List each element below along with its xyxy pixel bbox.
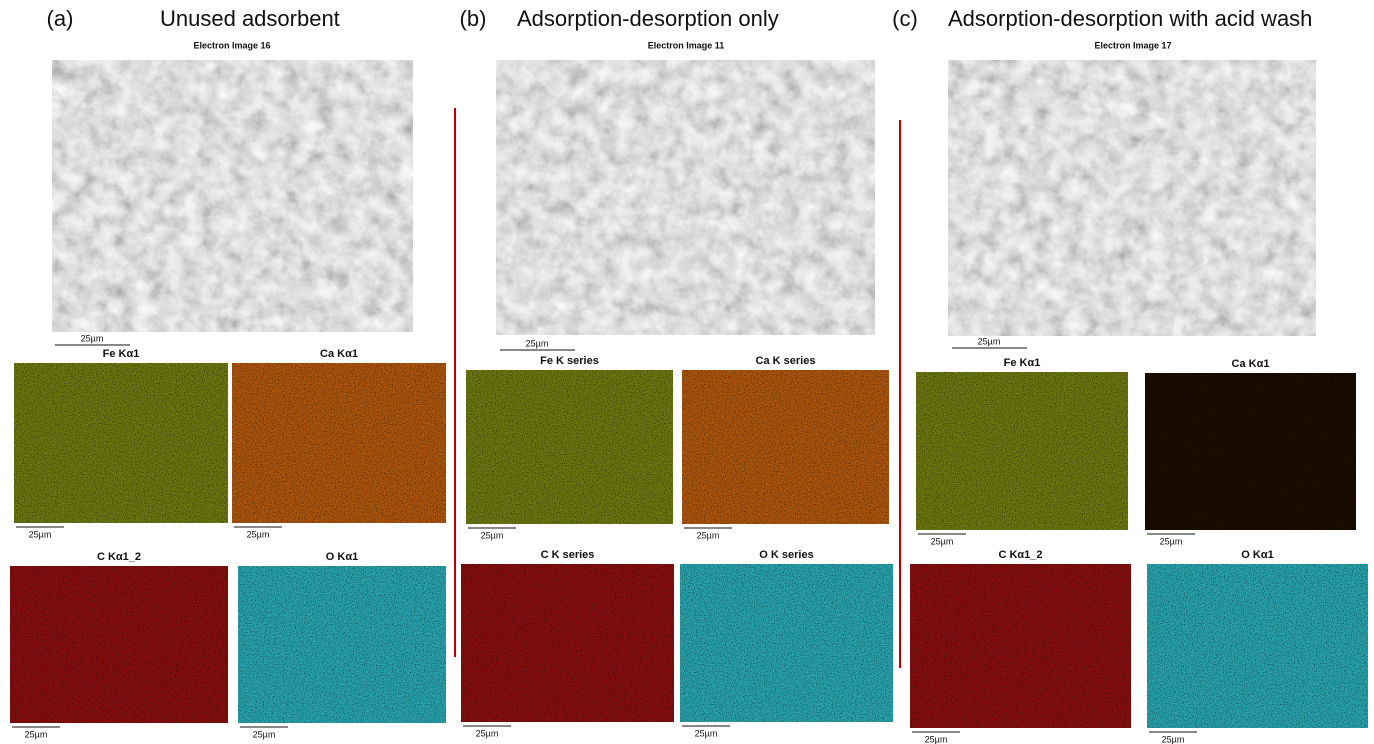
scale-label: 25µm	[481, 530, 504, 540]
eds-map	[682, 370, 889, 524]
map-label: Fe Kα1	[1004, 357, 1041, 369]
scale-label: 25µm	[697, 530, 720, 540]
eds-map	[461, 564, 674, 722]
image-caption: Electron Image 11	[648, 40, 725, 50]
panel-title: Adsorption-desorption with acid wash	[948, 6, 1312, 31]
eds-map	[466, 370, 673, 524]
eds-map	[238, 566, 446, 723]
scale-label: 25µm	[526, 338, 549, 348]
eds-map	[910, 564, 1131, 728]
scale-label: 25µm	[29, 529, 52, 539]
panel-label: (a)	[47, 6, 74, 31]
scale-label: 25µm	[931, 536, 954, 546]
map-label: O K series	[759, 549, 813, 561]
scale-label: 25µm	[695, 728, 718, 738]
map-label: Ca K series	[756, 355, 816, 367]
map-label: C Kα1_2	[998, 549, 1042, 561]
map-label: C Kα1_2	[97, 551, 141, 563]
image-caption: Electron Image 16	[193, 40, 270, 50]
scale-label: 25µm	[476, 728, 499, 738]
eds-map	[232, 363, 446, 523]
scale-label: 25µm	[1162, 734, 1185, 744]
eds-map	[10, 566, 228, 723]
figure: (a) Unused adsorbent Electron Image 16 25µm…	[0, 0, 1374, 744]
panel-label: (b)	[460, 6, 487, 31]
map-label: O Kα1	[326, 551, 358, 563]
scale-label: 25µm	[1160, 536, 1183, 546]
eds-map	[1145, 373, 1356, 530]
eds-map	[680, 564, 893, 722]
scale-label: 25µm	[25, 729, 48, 739]
map-label: C K series	[541, 549, 595, 561]
scale-label: 25µm	[978, 336, 1001, 346]
eds-map	[14, 363, 228, 523]
map-label: Ca Kα1	[1232, 358, 1270, 370]
sem-image	[52, 60, 413, 332]
panel-title: Adsorption-desorption only	[517, 6, 779, 31]
sem-image	[496, 60, 875, 335]
scale-label: 25µm	[81, 333, 104, 343]
eds-map	[1147, 564, 1368, 728]
map-label: Ca Kα1	[320, 348, 358, 360]
map-label: Fe Kα1	[103, 348, 140, 360]
scale-label: 25µm	[247, 529, 270, 539]
panel-title: Unused adsorbent	[160, 6, 340, 31]
image-caption: Electron Image 17	[1094, 40, 1171, 50]
panel-label: (c)	[892, 6, 918, 31]
scale-label: 25µm	[925, 734, 948, 744]
eds-map	[916, 372, 1128, 530]
map-label: Fe K series	[540, 355, 599, 367]
scale-label: 25µm	[253, 729, 276, 739]
map-label: O Kα1	[1241, 549, 1273, 561]
sem-image	[948, 60, 1316, 336]
